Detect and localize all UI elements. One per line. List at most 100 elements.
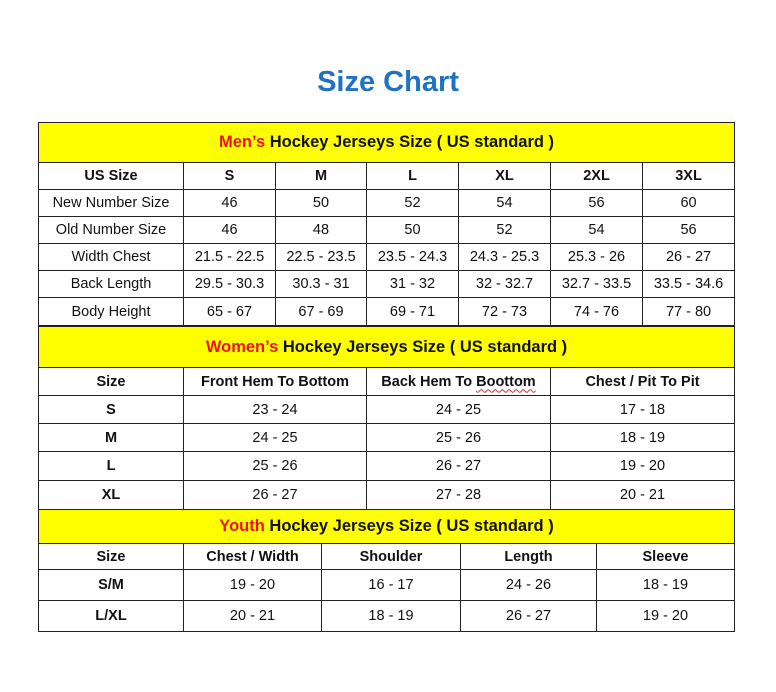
column-header: US Size: [38, 162, 184, 190]
table-cell: 33.5 - 34.6: [641, 270, 736, 298]
table-cell: 25.3 - 26: [550, 243, 643, 271]
table-cell: 72 - 73: [458, 297, 551, 326]
mens-section-header: Men’s Hockey Jerseys Size ( US standard …: [37, 122, 736, 163]
table-row: New Number Size 46 50 52 54 56 60: [38, 189, 736, 217]
table-cell: 50: [366, 216, 459, 244]
row-label: L: [38, 451, 184, 481]
page-title: Size Chart: [317, 66, 459, 98]
table-cell: 26 - 27: [641, 243, 736, 271]
mens-size-table: Men’s Hockey Jerseys Size ( US standard …: [37, 122, 736, 326]
column-header-label: US Size: [84, 168, 138, 184]
table-cell: 60: [641, 189, 736, 217]
column-header-label: Front Hem To Bottom: [201, 373, 349, 390]
column-header: L: [366, 162, 459, 190]
column-header-label: Length: [504, 548, 553, 565]
table-cell: 26 - 27: [183, 480, 367, 510]
section-header-accent: Youth: [219, 517, 265, 535]
table-row: XL 26 - 27 27 - 28 20 - 21: [38, 480, 736, 510]
column-header-label: 2XL: [583, 168, 610, 184]
column-header-label: 3XL: [675, 168, 702, 184]
table-cell: 65 - 67: [183, 297, 276, 326]
table-cell: 67 - 69: [275, 297, 367, 326]
row-label: Width Chest: [38, 243, 184, 271]
table-cell: 46: [183, 189, 276, 217]
column-header: Chest / Pit To Pit: [549, 367, 736, 396]
table-cell: 32.7 - 33.5: [550, 270, 643, 298]
table-cell: 20 - 21: [549, 480, 736, 510]
column-header: Back Hem To Boottom: [366, 367, 551, 396]
table-cell: 52: [458, 216, 551, 244]
table-cell: 16 - 17: [321, 569, 461, 601]
column-header: M: [275, 162, 367, 190]
column-header: S: [183, 162, 276, 190]
table-cell: 27 - 28: [366, 480, 551, 510]
column-header: Size: [38, 367, 184, 396]
column-header-label: Shoulder: [359, 548, 423, 565]
column-header: Size: [38, 543, 184, 570]
table-cell: 52: [366, 189, 459, 217]
table-cell: 50: [275, 189, 367, 217]
table-cell: 19 - 20: [183, 569, 322, 601]
table-cell: 54: [458, 189, 551, 217]
table-cell: 69 - 71: [366, 297, 459, 326]
table-cell: 48: [275, 216, 367, 244]
column-header: XL: [458, 162, 551, 190]
table-cell: 18 - 19: [321, 600, 461, 632]
column-header-label: Back Hem To Boottom: [381, 373, 536, 390]
table-row: L 25 - 26 26 - 27 19 - 20: [38, 451, 736, 481]
table-cell: 77 - 80: [641, 297, 736, 326]
column-header-label: Size: [96, 373, 126, 390]
row-label: S: [38, 395, 184, 424]
table-cell: 23 - 24: [183, 395, 367, 424]
section-header-text: Hockey Jerseys Size ( US standard ): [265, 133, 555, 151]
section-header-text: Hockey Jerseys Size ( US standard ): [278, 337, 568, 356]
table-cell: 18 - 19: [595, 569, 736, 601]
table-cell: 32 - 32.7: [458, 270, 551, 298]
column-header-row: Size Front Hem To Bottom Back Hem To Boott…: [38, 367, 736, 396]
section-header-accent: Men’s: [219, 133, 266, 151]
table-row: S 23 - 24 24 - 25 17 - 18: [38, 395, 736, 424]
column-header-label: L: [408, 168, 417, 184]
youth-size-table: Youth Hockey Jerseys Size ( US standard …: [37, 509, 736, 632]
table-cell: 22.5 - 23.5: [275, 243, 367, 271]
table-cell: 56: [550, 189, 643, 217]
table-cell: 56: [641, 216, 736, 244]
table-cell: 29.5 - 30.3: [183, 270, 276, 298]
row-label: Back Length: [38, 270, 184, 298]
womens-size-table: Women’s Hockey Jerseys Size ( US standar…: [37, 326, 736, 510]
table-cell: 24 - 25: [366, 395, 551, 424]
row-label: XL: [38, 480, 184, 510]
table-cell: 19 - 20: [595, 600, 736, 632]
youth-section-header: Youth Hockey Jerseys Size ( US standard …: [37, 509, 736, 544]
table-row: S/M 19 - 20 16 - 17 24 - 26 18 - 19: [38, 569, 736, 601]
column-header: Front Hem To Bottom: [183, 367, 367, 396]
section-header-text: Hockey Jerseys Size ( US standard ): [264, 517, 554, 535]
table-cell: 25 - 26: [366, 423, 551, 452]
column-header: Sleeve: [595, 543, 736, 570]
column-header-row: US Size S M L XL 2XL 3XL: [38, 162, 736, 190]
row-label: L/XL: [38, 600, 184, 632]
table-cell: 23.5 - 24.3: [366, 243, 459, 271]
column-header: Shoulder: [321, 543, 461, 570]
table-row: Back Length 29.5 - 30.3 30.3 - 31 31 - 32 32…: [38, 270, 736, 298]
table-cell: 24 - 26: [460, 569, 597, 601]
row-label: New Number Size: [38, 189, 184, 217]
table-cell: 21.5 - 22.5: [183, 243, 276, 271]
table-cell: 46: [183, 216, 276, 244]
table-row: Width Chest 21.5 - 22.5 22.5 - 23.5 23.5 - …: [38, 243, 736, 271]
row-label: Old Number Size: [38, 216, 184, 244]
table-cell: 20 - 21: [183, 600, 322, 632]
womens-section-header: Women’s Hockey Jerseys Size ( US standar…: [37, 326, 736, 368]
column-header-label: Chest / Pit To Pit: [585, 373, 700, 390]
table-cell: 24.3 - 25.3: [458, 243, 551, 271]
column-header-label: Chest / Width: [206, 548, 299, 565]
table-row: Old Number Size 46 48 50 52 54 56: [38, 216, 736, 244]
column-header: Chest / Width: [183, 543, 322, 570]
table-cell: 74 - 76: [550, 297, 643, 326]
column-header: 3XL: [641, 162, 736, 190]
column-header-label: M: [314, 168, 328, 184]
table-row: M 24 - 25 25 - 26 18 - 19: [38, 423, 736, 452]
column-header-label: Size: [96, 548, 126, 565]
table-cell: 17 - 18: [549, 395, 736, 424]
row-label: S/M: [38, 569, 184, 601]
